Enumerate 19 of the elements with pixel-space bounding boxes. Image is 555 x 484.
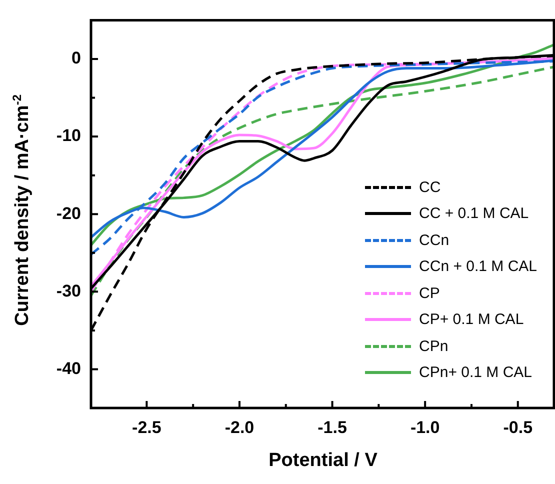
x-tick-label: -1.0 [410,418,440,437]
legend-label: CP [419,284,440,302]
y-tick-label: -20 [56,204,81,223]
x-axis-title: Potential / V [268,450,378,472]
x-tick-label: -2.0 [224,418,254,437]
legend-label: CCn + 0.1 M CAL [419,258,537,276]
legend-label: CP+ 0.1 M CAL [419,311,524,328]
legend-label: CPn+ 0.1 M CAL [419,364,532,382]
legend-label: CC [419,178,441,196]
y-tick-label: -30 [56,281,81,300]
legend-label: CC + 0.1 M CAL [419,205,529,222]
x-tick-label: -2.5 [132,418,162,437]
legend-label: CPn [419,338,448,355]
y-tick-label: -10 [56,126,81,146]
x-tick-label: -1.5 [318,418,347,437]
x-tick-label: -0.5 [503,418,533,437]
y-tick-label: 0 [72,48,81,68]
y-tick-label: -40 [56,358,81,378]
legend-label: CCn [419,232,450,249]
